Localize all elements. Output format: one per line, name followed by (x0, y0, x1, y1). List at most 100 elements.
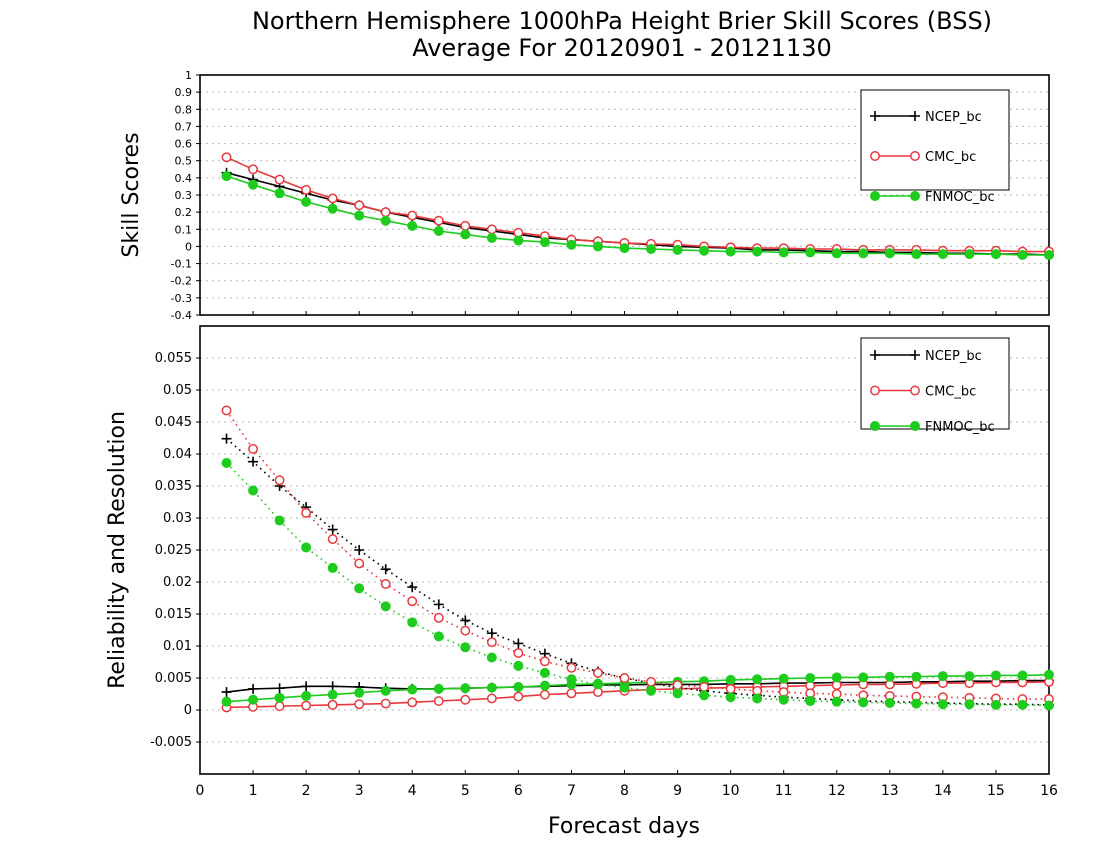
data-point-CMC_bc (380, 207, 391, 218)
data-point-FNMOC_bc (380, 685, 391, 696)
data-point-FNMOC_bc (699, 245, 710, 256)
data-point-NCEP_bc (433, 599, 444, 610)
data-point-FNMOC_bc (805, 247, 816, 258)
data-point-FNMOC_bc (433, 226, 444, 236)
legend: NCEP_bc CMC_bc FNMOC_bc (860, 337, 1010, 435)
x-tick-label: 12 (828, 783, 846, 799)
data-point-CMC_bc (380, 698, 391, 709)
data-point-NCEP_bc (248, 456, 259, 467)
series-line-FNMOC_bc (225, 462, 1050, 707)
data-point-CMC_bc (566, 688, 577, 699)
data-point-FNMOC_bc (433, 631, 444, 642)
data-point-FNMOC_bc (831, 696, 842, 707)
data-point-FNMOC_bc (513, 681, 524, 692)
data-point-FNMOC_bc (884, 697, 895, 708)
data-point-CMC_bc (460, 694, 471, 705)
y-tick-label: 0 (184, 703, 192, 718)
x-tick-label: 2 (302, 783, 311, 799)
legend-label: NCEP_bc (925, 110, 982, 125)
y-tick-label: 1 (185, 69, 192, 82)
data-point-NCEP_bc (301, 681, 312, 692)
y-tick-label: 0.04 (163, 447, 192, 462)
data-point-FNMOC_bc (858, 697, 869, 708)
data-point-FNMOC_bc (513, 235, 524, 246)
data-point-FNMOC_bc (592, 679, 603, 690)
data-point-FNMOC_bc (1017, 699, 1028, 710)
y-tick-label: -0.2 (171, 275, 192, 288)
legend-box (860, 337, 1010, 430)
data-point-FNMOC_bc (486, 682, 497, 693)
legend-label: CMC_bc (925, 150, 976, 165)
data-point-CMC_bc (486, 637, 497, 648)
data-point-CMC_bc (460, 220, 471, 231)
data-point-CMC_bc (460, 625, 471, 636)
data-point-FNMOC_bc (937, 699, 948, 710)
data-point-FNMOC_bc (990, 670, 1001, 681)
data-point-FNMOC_bc (221, 457, 232, 468)
data-point-CMC_bc (433, 696, 444, 706)
data-point-NCEP_bc (354, 545, 365, 555)
data-point-FNMOC_bc (964, 249, 975, 260)
data-point-NCEP_bc (221, 433, 232, 444)
legend-marker (870, 421, 880, 431)
y-axis-label: Skill Scores (119, 132, 144, 257)
x-tick-label: 7 (567, 783, 576, 799)
data-point-CMC_bc (327, 699, 338, 710)
data-point-FNMOC_bc (672, 688, 683, 699)
data-point-CMC_bc (354, 699, 365, 710)
data-point-CMC_bc (274, 174, 285, 185)
y-tick-label: 0.025 (155, 543, 192, 558)
data-point-CMC_bc (566, 662, 577, 673)
y-tick-label: 0.02 (163, 575, 192, 590)
legend-box (860, 89, 1010, 191)
y-tick-label: 0.045 (155, 415, 192, 430)
data-point-FNMOC_bc (1017, 250, 1028, 260)
data-point-FNMOC_bc (725, 674, 736, 685)
x-tick-label: 0 (196, 783, 205, 799)
data-point-NCEP_bc (327, 524, 338, 535)
y-tick-label: 0.055 (155, 351, 192, 366)
chart-title-line2: Average For 20120901 - 20121130 (412, 34, 832, 62)
legend-marker (910, 385, 920, 396)
data-point-FNMOC_bc (248, 485, 259, 496)
data-point-FNMOC_bc (407, 617, 418, 628)
y-tick-label: 0.1 (175, 223, 193, 236)
data-point-CMC_bc (354, 200, 365, 211)
data-point-CMC_bc (221, 152, 232, 163)
x-tick-label: 14 (934, 783, 952, 799)
data-point-CMC_bc (513, 691, 524, 702)
data-point-FNMOC_bc (221, 171, 232, 182)
x-tick-label: 10 (722, 783, 740, 799)
legend-marker (910, 191, 920, 201)
data-point-CMC_bc (248, 164, 259, 175)
data-point-FNMOC_bc (990, 699, 1001, 710)
data-point-NCEP_bc (407, 582, 418, 593)
y-tick-label: 0.035 (155, 479, 192, 494)
legend-marker (910, 350, 920, 360)
data-point-FNMOC_bc (672, 244, 683, 255)
legend-marker (870, 111, 880, 121)
data-point-CMC_bc (646, 676, 656, 687)
data-point-FNMOC_bc (805, 696, 816, 707)
x-tick-label: 13 (881, 783, 899, 799)
data-point-FNMOC_bc (248, 179, 259, 190)
data-point-FNMOC_bc (486, 232, 497, 243)
data-point-NCEP_bc (513, 638, 524, 649)
legend-label: FNMOC_bc (925, 420, 995, 435)
series-line-FNMOC_bc (226, 674, 1050, 703)
data-point-FNMOC_bc (884, 671, 895, 682)
data-point-FNMOC_bc (937, 671, 948, 682)
y-tick-label: 0.015 (155, 607, 192, 622)
legend-marker (910, 421, 920, 431)
legend-marker (870, 350, 880, 360)
data-point-CMC_bc (725, 683, 736, 694)
data-point-FNMOC_bc (486, 652, 497, 663)
data-point-FNMOC_bc (964, 671, 975, 682)
data-point-FNMOC_bc (831, 672, 842, 683)
data-point-FNMOC_bc (858, 672, 869, 683)
data-point-FNMOC_bc (964, 699, 975, 710)
data-point-FNMOC_bc (778, 673, 789, 684)
data-point-CMC_bc (407, 596, 418, 607)
